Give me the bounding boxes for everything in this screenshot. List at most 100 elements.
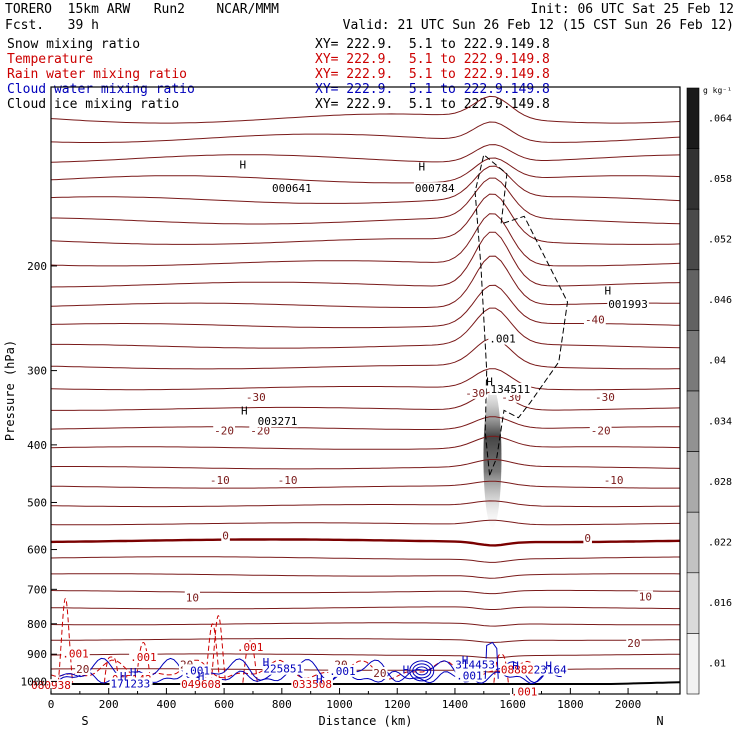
cloud-water-label-bg: [328, 664, 357, 677]
temperature-label-13: 10: [186, 591, 199, 604]
colorbar-segment: [686, 572, 700, 634]
cloud-ice-label-bg: [489, 382, 532, 395]
temperature-label-bg: [276, 473, 299, 486]
cloud-ice-label-4: 001993: [608, 298, 648, 311]
temperature-label-bg: [244, 390, 267, 403]
colorbar-segment: [686, 330, 700, 392]
cloud-ice-label-bg: [607, 298, 649, 311]
colorbar-tick-label-9: .01: [708, 659, 726, 670]
temperature-label-10: -10: [604, 474, 624, 487]
high-marker-8: H: [198, 670, 205, 683]
colorbar-segment: [686, 390, 700, 452]
x-tick-label-4: 800: [272, 698, 292, 711]
terrain-surface-line: [51, 681, 680, 685]
cloud-ice-label-3: 000784: [415, 182, 455, 195]
high-marker-4: H: [486, 376, 493, 389]
temperature-label-12: 0: [584, 532, 591, 545]
colorbar-segment: [686, 87, 700, 149]
temperature-label-bg: [184, 591, 200, 604]
isotherm-line: [51, 255, 680, 308]
x-tick-label-9: 1800: [557, 698, 584, 711]
rain-water-label-bg: [61, 647, 90, 660]
legend-xy-1: XY= 222.9. 5.1 to 222.9.149.8: [315, 52, 550, 67]
x-tick-label-0: 0: [48, 698, 55, 711]
temperature-label-bg: [213, 424, 236, 437]
isotherm-line: [51, 500, 680, 508]
colorbar-segment: [686, 208, 700, 271]
x-tick-label-2: 400: [156, 698, 176, 711]
high-marker-5: H: [263, 656, 270, 669]
x-tick-label-1: 200: [99, 698, 119, 711]
y-axis-label: Pressure (hPa): [3, 340, 17, 441]
x-tick-label-5: 1000: [326, 698, 353, 711]
cloud-water-label-bg: [532, 663, 568, 676]
isotherm-line: [51, 165, 680, 204]
cloud-ice-label-2: 000641: [272, 182, 312, 195]
rain-water-label-bg: [235, 641, 265, 654]
temperature-label-8: -10: [210, 474, 230, 487]
colorbar-tick-label-5: .034: [708, 416, 732, 427]
high-marker-2: H: [605, 285, 612, 298]
temperature-label-bg: [249, 424, 272, 437]
cloud-ice-contour: [474, 153, 569, 476]
x-tick-label-3: 600: [214, 698, 234, 711]
x-tick-label-8: 1600: [499, 698, 526, 711]
x-tick-label-6: 1200: [384, 698, 411, 711]
isotherm-line: [51, 391, 680, 411]
header-valid-time: Valid: 21 UTC Sun 26 Feb 12 (15 CST Sun …: [342, 18, 734, 33]
cloud-water-label-bg: [182, 664, 211, 677]
temperature-label-3: -30: [595, 391, 615, 404]
y-tick-label-1: 300: [27, 365, 47, 378]
cloud-water-contour: [409, 660, 435, 682]
isotherm-line: [51, 606, 680, 610]
temperature-label-bg: [221, 529, 230, 542]
high-marker-0: H: [240, 158, 247, 171]
colorbar-tick-label-1: .058: [708, 174, 732, 185]
header-forecast-hour: Fcst. 39 h: [5, 18, 99, 33]
colorbar-segment: [686, 451, 700, 513]
isotherm-line: [51, 144, 680, 163]
high-marker-13: H: [403, 664, 410, 677]
colorbar-tick-label-4: .04: [708, 356, 726, 367]
y-tick-label-3: 500: [27, 496, 47, 509]
colorbar-tick-label-0: .064: [708, 113, 732, 124]
temperature-label-bg: [626, 637, 642, 650]
x-axis-label: Distance (km): [319, 714, 413, 728]
colorbar-unit: g kg⁻¹: [703, 86, 732, 95]
temperature-label-bg: [208, 473, 231, 486]
rain-water-label-2: .001: [237, 641, 264, 654]
high-marker-6: H: [130, 666, 137, 679]
legend-xy-3: XY= 222.9. 5.1 to 222.9.149.8: [315, 82, 550, 97]
plot-frame: [50, 86, 681, 695]
colorbar-tick-label-6: .028: [708, 477, 732, 488]
temperature-label-bg: [372, 667, 388, 680]
temperature-label-bg: [637, 590, 653, 603]
plot-area: [51, 95, 680, 685]
y-tick-label-2: 400: [27, 439, 47, 452]
temperature-label-bg: [602, 473, 625, 486]
high-marker-1: H: [418, 160, 425, 173]
legend-label-0: Snow mixing ratio: [7, 37, 141, 52]
rain-water-label-8: .001: [511, 686, 538, 699]
cloud-water-label-0: .001: [183, 664, 210, 677]
colorbar-segment: [686, 633, 700, 695]
temperature-label-7: -20: [591, 424, 611, 437]
header-title: TORERO 15km ARW Run2 NCAR/MMM: [5, 2, 279, 17]
high-marker-10: H: [462, 654, 469, 667]
colorbar-segment: [686, 148, 700, 210]
temperature-label-bg: [589, 424, 612, 437]
header-init-time: Init: 06 UTC Sat 25 Feb 12: [530, 2, 735, 17]
legend-label-3: Cloud water mixing ratio: [7, 82, 195, 97]
legend-label-4: Cloud ice mixing ratio: [7, 97, 180, 112]
rain-water-label-0: .001: [62, 647, 89, 660]
rain-water-contour: [103, 656, 120, 683]
rain-water-label-bg: [509, 685, 539, 698]
rain-water-label-3: 080938: [31, 679, 71, 692]
rain-water-label-5: 049608: [181, 678, 221, 691]
isotherm-line: [51, 307, 680, 349]
x-tick-label-10: 2000: [615, 698, 642, 711]
cloud-water-label-bg: [454, 658, 496, 671]
cloud-water-contour: [484, 641, 499, 679]
high-marker-3: H: [241, 404, 248, 417]
